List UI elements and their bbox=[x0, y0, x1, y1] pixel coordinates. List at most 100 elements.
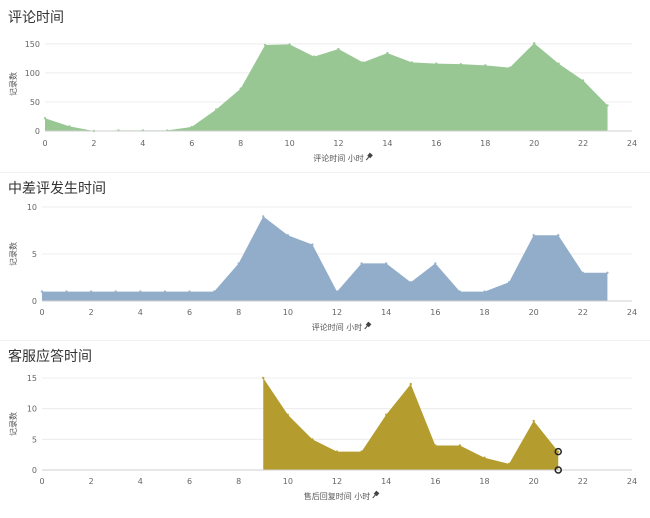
chart-title: 客服应答时间 bbox=[8, 349, 92, 365]
x-tick-label: 12 bbox=[332, 477, 342, 486]
pin-icon-head bbox=[373, 490, 380, 497]
area-series bbox=[42, 216, 608, 301]
data-point bbox=[114, 290, 117, 293]
x-tick-label: 6 bbox=[189, 139, 194, 148]
x-tick-label: 8 bbox=[236, 308, 241, 317]
data-point bbox=[458, 290, 462, 293]
x-tick-label: 20 bbox=[529, 477, 539, 486]
data-point bbox=[163, 290, 167, 293]
x-tick-label: 24 bbox=[627, 308, 637, 317]
x-tick-label: 0 bbox=[42, 139, 47, 148]
data-point bbox=[262, 376, 265, 380]
data-point bbox=[458, 444, 462, 447]
pin-icon-head bbox=[365, 321, 372, 328]
x-axis-label: 评论时间 小时 bbox=[313, 153, 364, 163]
data-point bbox=[557, 450, 560, 453]
data-point bbox=[215, 108, 218, 111]
data-point bbox=[139, 290, 142, 293]
data-point bbox=[360, 450, 363, 453]
data-point bbox=[65, 290, 68, 293]
data-point bbox=[384, 262, 388, 265]
data-point bbox=[286, 413, 290, 416]
data-point bbox=[386, 51, 389, 55]
y-tick-label: 100 bbox=[25, 69, 40, 78]
data-point bbox=[237, 262, 240, 265]
panel-divider bbox=[0, 340, 650, 341]
x-tick-label: 14 bbox=[382, 139, 392, 148]
x-tick-label: 2 bbox=[89, 477, 94, 486]
data-point bbox=[581, 79, 585, 82]
x-tick-label: 4 bbox=[140, 139, 145, 148]
data-point bbox=[212, 290, 216, 293]
chart-panel-service-response-time: 客服应答时间 0 5 10 15 0 2 4 6 8 10 12 14 16 18 20 22 24 售后回复时间… bbox=[0, 342, 650, 518]
chart-title: 评论时间 bbox=[8, 10, 64, 26]
hover-point-marker bbox=[554, 447, 562, 456]
x-tick-label: 14 bbox=[381, 477, 391, 486]
data-point bbox=[483, 290, 486, 293]
x-tick-label: 8 bbox=[238, 139, 243, 148]
y-tick-label: 10 bbox=[27, 203, 37, 212]
x-tick-label: 24 bbox=[627, 477, 637, 486]
area-series bbox=[263, 378, 559, 470]
data-point bbox=[360, 262, 363, 265]
x-tick-label: 18 bbox=[479, 477, 489, 486]
y-tick-label: 5 bbox=[32, 250, 37, 259]
y-tick-label: 0 bbox=[35, 127, 40, 136]
x-tick-label: 12 bbox=[333, 139, 343, 148]
x-tick-label: 4 bbox=[138, 477, 143, 486]
pin-icon-needle bbox=[364, 325, 368, 330]
data-point bbox=[40, 290, 44, 293]
pin-icon bbox=[372, 490, 380, 499]
data-point bbox=[89, 290, 93, 293]
data-point bbox=[557, 234, 560, 237]
data-point bbox=[286, 234, 290, 237]
data-point bbox=[361, 61, 365, 64]
data-point bbox=[311, 438, 314, 441]
y-axis-label: 记录数 bbox=[8, 242, 18, 266]
y-tick-label: 50 bbox=[30, 98, 40, 107]
data-point bbox=[532, 419, 535, 423]
x-tick-label: 16 bbox=[430, 477, 440, 486]
y-axis-label: 记录数 bbox=[8, 412, 18, 436]
data-point bbox=[606, 271, 609, 274]
data-point bbox=[434, 444, 437, 447]
x-tick-label: 20 bbox=[529, 308, 539, 317]
y-axis-label: 记录数 bbox=[8, 72, 18, 96]
y-tick-label: 5 bbox=[32, 435, 37, 444]
data-point bbox=[337, 47, 340, 51]
x-tick-label: 10 bbox=[283, 308, 293, 317]
pin-icon-needle bbox=[365, 156, 370, 161]
data-point bbox=[557, 62, 560, 65]
data-point bbox=[483, 456, 486, 459]
data-point bbox=[532, 234, 535, 237]
hover-point-marker bbox=[554, 466, 562, 474]
x-tick-label: 20 bbox=[529, 139, 539, 148]
x-tick-label: 0 bbox=[39, 308, 44, 317]
data-point bbox=[507, 462, 511, 466]
x-tick-label: 4 bbox=[138, 308, 143, 317]
x-axis-label: 售后回复时间 小时 bbox=[304, 491, 371, 501]
data-point bbox=[68, 125, 71, 128]
data-point bbox=[484, 64, 487, 67]
y-tick-label: 0 bbox=[32, 466, 37, 475]
data-point bbox=[409, 382, 412, 386]
data-point bbox=[532, 42, 536, 45]
chart-panel-negative-review-time: 中差评发生时间 0 5 10 0 2 4 6 8 10 12 14 16 18 20 22 24 评论时间 小时… bbox=[0, 174, 650, 344]
data-point bbox=[508, 66, 511, 69]
x-tick-label: 22 bbox=[578, 308, 588, 317]
data-point bbox=[188, 290, 191, 293]
data-point bbox=[434, 262, 437, 265]
data-point bbox=[239, 87, 242, 90]
pin-icon bbox=[365, 152, 373, 161]
data-point bbox=[43, 117, 47, 120]
data-point bbox=[507, 281, 511, 284]
y-tick-label: 150 bbox=[25, 40, 40, 49]
data-point bbox=[263, 43, 267, 47]
y-tick-label: 10 bbox=[27, 405, 37, 414]
x-tick-label: 2 bbox=[89, 308, 94, 317]
data-point bbox=[459, 62, 462, 66]
y-tick-label: 0 bbox=[32, 297, 37, 306]
